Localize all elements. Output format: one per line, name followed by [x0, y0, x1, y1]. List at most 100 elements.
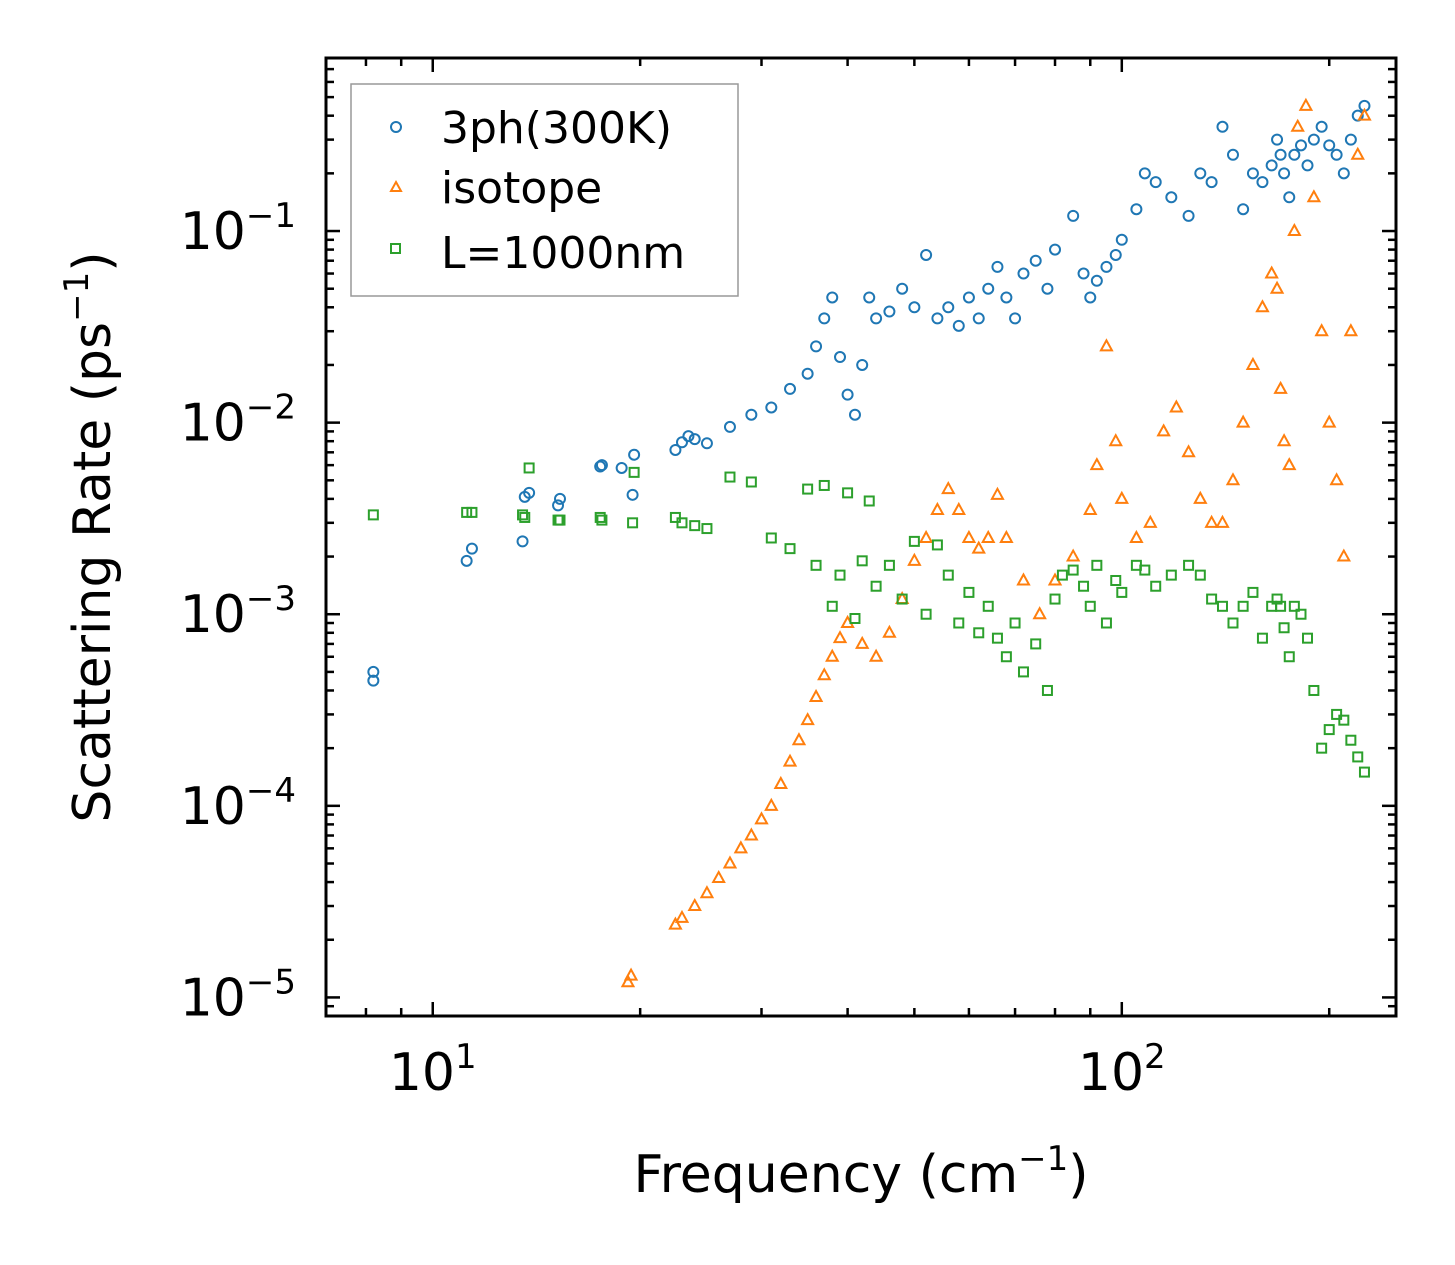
- data-point-circle: [682, 430, 695, 443]
- data-point-circle: [1337, 167, 1350, 180]
- data-point-square: [856, 555, 868, 567]
- data-point-square: [1183, 559, 1195, 571]
- data-point-square: [1116, 586, 1128, 598]
- data-point-square: [810, 559, 822, 571]
- data-point-circle: [1237, 203, 1250, 216]
- data-point-square: [1194, 569, 1206, 581]
- data-point-circle: [553, 492, 566, 505]
- data-point-square: [1227, 617, 1239, 629]
- data-point-square: [594, 511, 606, 523]
- data-point-circle: [1041, 282, 1054, 295]
- y-tick-label-base: 10: [180, 202, 246, 262]
- series-0: [367, 99, 1371, 687]
- data-point-triangle: [1357, 107, 1372, 121]
- data-point-circle: [1194, 167, 1207, 180]
- data-point-triangle: [941, 481, 956, 495]
- data-point-square: [818, 479, 830, 491]
- legend-marker-triangle: [389, 179, 403, 192]
- y-tick-label: 10−1: [180, 196, 296, 262]
- data-point-triangle: [674, 909, 690, 923]
- legend-label-isotope: isotope: [441, 163, 602, 214]
- data-point-triangle: [855, 635, 870, 649]
- data-point-circle: [460, 554, 473, 567]
- data-point-square: [802, 483, 814, 495]
- data-point-square: [1323, 724, 1335, 736]
- data-point-triangle: [1114, 490, 1129, 504]
- data-point-circle: [1109, 248, 1122, 261]
- data-point-triangle: [1343, 323, 1359, 337]
- data-point-triangle: [882, 624, 897, 638]
- y-tick-label-exp: −5: [246, 962, 296, 1002]
- y-axis-label-sup: −1: [57, 272, 97, 322]
- data-point-circle: [1115, 233, 1128, 246]
- data-point-triangle: [1287, 222, 1302, 237]
- data-point-circle: [595, 459, 608, 472]
- y-axis-label-close: ): [63, 251, 123, 271]
- data-point-circle: [367, 674, 380, 687]
- data-point-triangle: [1129, 529, 1144, 543]
- data-point-circle: [626, 488, 639, 501]
- y-tick-label-base: 10: [180, 394, 246, 454]
- data-point-triangle: [1314, 323, 1329, 337]
- data-point-triangle: [620, 974, 636, 988]
- data-point-circle: [1271, 133, 1284, 146]
- data-point-square: [745, 476, 757, 488]
- data-point-circle: [991, 260, 1004, 273]
- data-point-triangle: [990, 486, 1005, 500]
- data-point-square: [554, 514, 566, 526]
- data-point-circle: [1278, 167, 1291, 180]
- data-point-circle: [1077, 267, 1090, 280]
- data-point-square: [1302, 632, 1314, 644]
- legend-label-3ph: 3ph(300K): [441, 103, 672, 154]
- data-point-triangle: [1089, 457, 1105, 471]
- data-point-square: [931, 539, 943, 551]
- data-point-circle: [1226, 148, 1239, 161]
- data-point-square: [1041, 684, 1053, 696]
- data-point-square: [1150, 580, 1162, 592]
- y-tick-label-exp: −3: [246, 579, 296, 619]
- y-tick-label: 10−3: [180, 579, 296, 645]
- data-point-triangle: [623, 967, 639, 981]
- x-tick-label-base: 10: [389, 1043, 455, 1103]
- data-point-triangle: [782, 753, 798, 767]
- data-point-circle: [1165, 191, 1178, 204]
- data-point-triangle: [1290, 118, 1305, 132]
- data-point-square: [1049, 593, 1061, 605]
- data-point-square: [1247, 586, 1259, 598]
- data-point-circle: [1330, 148, 1343, 161]
- data-point-square: [1165, 569, 1177, 581]
- data-point-triangle: [1255, 299, 1270, 313]
- data-point-square: [1316, 742, 1328, 754]
- data-point-circle: [465, 542, 478, 555]
- data-point-circle: [818, 312, 831, 325]
- data-point-circle: [1029, 254, 1042, 267]
- data-point-circle: [1149, 176, 1162, 189]
- data-point-square: [883, 559, 895, 571]
- data-point-triangle: [1235, 414, 1251, 428]
- data-point-triangle: [1193, 490, 1208, 504]
- data-point-square: [1067, 564, 1079, 576]
- data-point-triangle: [1099, 338, 1114, 352]
- data-point-triangle: [1108, 433, 1123, 447]
- data-point-triangle: [999, 529, 1014, 543]
- data-point-triangle: [1169, 399, 1184, 413]
- data-point-square: [689, 520, 701, 532]
- data-point-square: [1275, 600, 1287, 612]
- data-point-triangle: [817, 667, 832, 681]
- data-point-square: [1331, 708, 1343, 720]
- data-point-triangle: [1276, 433, 1292, 447]
- x-axis-label-text: Frequency (cm: [633, 1145, 1018, 1205]
- x-tick-labels: 101 102: [389, 1037, 1166, 1103]
- legend-marker-square: [390, 243, 401, 254]
- data-point-triangle: [744, 827, 759, 841]
- data-point-circle: [1138, 167, 1151, 180]
- data-point-square: [870, 580, 882, 592]
- data-point-square: [1216, 600, 1228, 612]
- data-point-circle: [1182, 209, 1195, 222]
- data-point-circle: [784, 382, 797, 395]
- y-tick-label-base: 10: [180, 968, 246, 1028]
- data-point-triangle: [951, 501, 966, 515]
- data-point-circle: [1344, 133, 1357, 146]
- y-tick-label-exp: −2: [246, 388, 296, 428]
- y-tick-label: 10−5: [180, 962, 296, 1028]
